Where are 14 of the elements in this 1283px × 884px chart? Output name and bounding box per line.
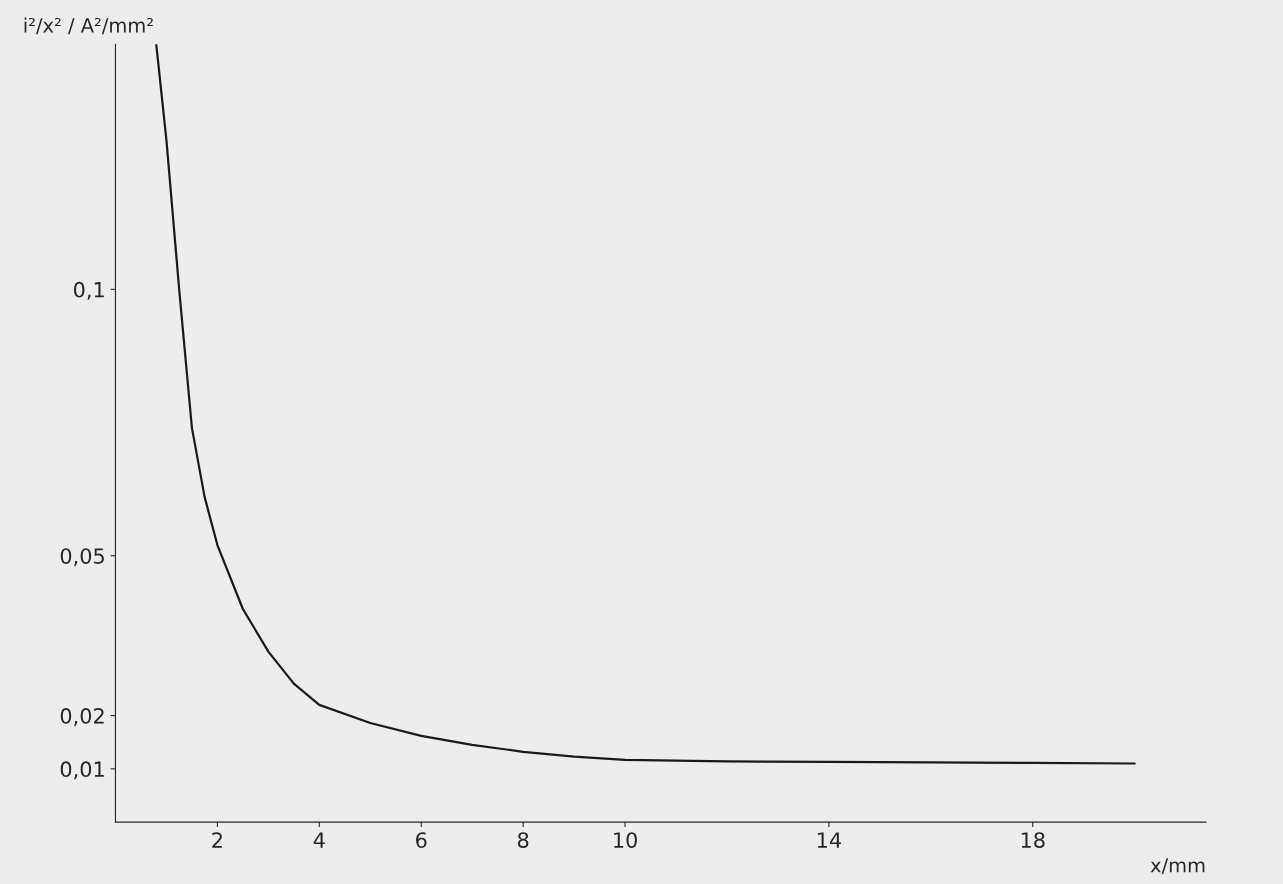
x-axis-title: x/mm [1150,858,1205,875]
y-tick-label: 0,01 [60,761,104,780]
x-tick-label: 14 [817,832,841,848]
x-tick-label: 2 [212,832,222,848]
y-tick-label: 0,1 [73,281,104,300]
y-tick-label: 0,02 [60,708,104,726]
x-tick-label: 18 [1021,832,1045,848]
y-axis-title: i²/x² / A²/mm² [24,17,153,35]
x-tick-label: 6 [416,832,427,848]
y-tick-label: 0,05 [60,548,104,567]
line-series [155,44,1136,765]
x-tick-label: 10 [614,832,637,848]
x-tick-label: 8 [517,832,529,848]
x-tick-label: 4 [313,832,325,848]
